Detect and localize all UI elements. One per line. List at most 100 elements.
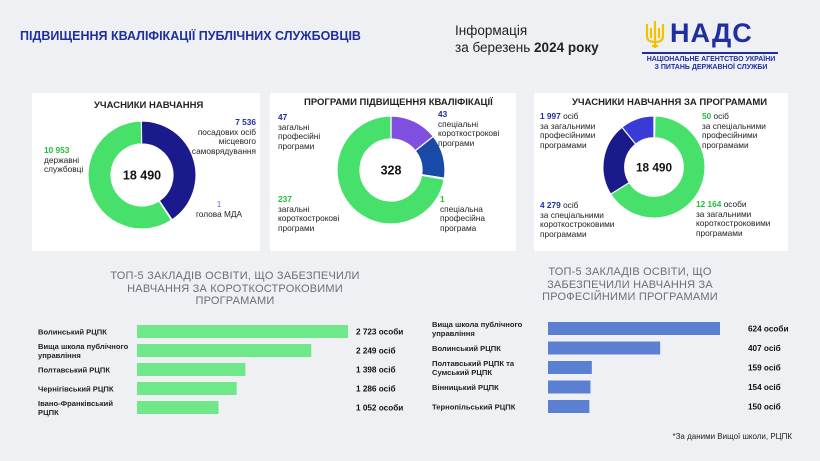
bar-value-1: 624 особи: [748, 324, 788, 334]
label-general-prof-participants-value: 1 997: [540, 111, 561, 121]
label-general-short-participants-text3: програмами: [696, 227, 743, 238]
bar-category-1: Вища школа публічного управління: [432, 320, 523, 338]
logo-subtitle-line2: З ПИТАНЬ ДЕРЖАВНОЇ СЛУЖБИ: [654, 64, 768, 71]
card-participants-by-program-title: УЧАСНИКИ НАВЧАННЯ ЗА ПРОГРАМАМИ: [572, 97, 768, 108]
label-local-officials: 7 536 посадових осіб місцевого самовряду…: [184, 117, 256, 156]
trident-icon: [645, 21, 665, 48]
card-programs-title: ПРОГРАМИ ПІДВИЩЕННЯ КВАЛІФІКАЦІЇ: [304, 97, 493, 108]
bar-chart-professional: Вища школа публічного управління 624 особи…: [432, 320, 788, 413]
bar-1: [548, 322, 720, 335]
label-special-shortterm: 43 спеціальні короткострокові програми: [438, 109, 500, 148]
label-general-shortterm: 237 загальні короткострокові програми: [278, 194, 340, 233]
label-general-professional-text2: професійні: [278, 131, 321, 141]
info-line2-prefix: за березень: [455, 40, 535, 55]
section-title-professional-line2: ЗАБЕЗПЕЧИЛИ НАВЧАННЯ ЗА: [547, 278, 713, 291]
label-general-prof-participants-text1: за загальними: [540, 120, 596, 131]
label-special-professional: 1 спеціальна професійна програма: [440, 194, 485, 233]
label-special-shortterm-text3: програми: [438, 137, 475, 148]
label-civil-servants-value: 10 953: [44, 145, 70, 155]
label-general-short-participants-text1: за загальними: [696, 208, 752, 219]
label-general-professional: 47 загальні професійні програми: [278, 112, 321, 151]
label-special-professional-text3: програма: [440, 222, 477, 233]
card-participants-title: УЧАСНИКИ НАВЧАННЯ: [94, 100, 204, 111]
bar-category-3: Полтавський РЦПК: [38, 366, 110, 375]
label-general-shortterm-text3: програми: [278, 222, 315, 233]
label-civil-servants: 10 953 державні службовці: [44, 145, 84, 175]
bar-value-4: 1 286 осіб: [356, 384, 396, 394]
label-mda-head-value: 1: [216, 199, 222, 209]
logo-divider: [642, 52, 778, 54]
donut-center-value: 18 490: [636, 160, 673, 174]
info-line2: за березень 2024 року: [455, 39, 599, 56]
label-general-professional-text3: програми: [278, 140, 315, 151]
report-period: Інформація за березень 2024 року: [455, 22, 599, 56]
bar-value-2: 407 осіб: [748, 343, 781, 353]
donut-slice-1: [610, 115, 706, 219]
label-special-shortterm-text2: короткострокові: [438, 128, 500, 138]
label-special-prof-participants: 50 осіб за спеціальними професійними про…: [702, 111, 766, 150]
label-special-short-participants-value: 4 279: [540, 200, 561, 210]
label-civil-servants-text1: державні: [44, 154, 80, 165]
label-local-officials-text3: самоврядування: [191, 145, 256, 156]
label-special-short-participants-text2: короткостроковими: [540, 219, 615, 229]
label-special-prof-participants-text1: за спеціальними: [702, 120, 766, 131]
label-general-shortterm-value: 237: [278, 194, 292, 204]
label-special-professional-value: 1: [440, 194, 445, 204]
bar-5: [548, 400, 590, 413]
label-special-short-participants-text1: за спеціальними: [540, 209, 604, 220]
bar-category-2: Вища школа публічного управління: [38, 342, 129, 360]
label-general-short-participants-text2: короткостроковими: [696, 218, 771, 228]
donut-slice-1: [336, 115, 445, 225]
label-special-prof-participants-unit: осіб: [711, 111, 729, 121]
donut-center-value: 18 490: [123, 169, 161, 183]
donut-center-value: 328: [381, 164, 402, 178]
label-general-short-participants-value: 12 164: [696, 199, 722, 209]
page-title: ПІДВИЩЕННЯ КВАЛІФІКАЦІЇ ПУБЛІЧНИХ СЛУЖБО…: [20, 29, 361, 43]
logo-text: НАДС: [670, 18, 753, 48]
bar-category-5: Тернопільський РЦПК: [432, 403, 516, 412]
label-general-short-participants: 12 164 особи за загальними короткостроко…: [696, 199, 771, 238]
bar-category-2: Волинський РЦПК: [432, 344, 501, 353]
bar-value-4: 154 осіб: [748, 382, 781, 392]
info-line2-year: 2024 року: [534, 40, 599, 55]
label-local-officials-text2: місцевого: [218, 136, 256, 146]
bar-4: [137, 382, 237, 395]
bar-2: [137, 344, 312, 357]
label-mda-head: 1 голова МДА: [182, 199, 256, 219]
label-civil-servants-text2: службовці: [44, 164, 84, 174]
section-title-shortterm: ТОП-5 ЗАКЛАДІВ ОСВІТИ, ЩО ЗАБЕЗПЕЧИЛИ НА…: [90, 270, 380, 308]
label-special-professional-text2: професійна: [440, 213, 485, 223]
label-special-prof-participants-value: 50: [702, 111, 712, 121]
label-mda-head-text: голова МДА: [195, 208, 243, 219]
card-programs: ПРОГРАМИ ПІДВИЩЕННЯ КВАЛІФІКАЦІЇ 328 47 …: [270, 93, 516, 251]
section-title-professional-line3: ПРОФЕСІЙНИМИ ПРОГРАМАМИ: [542, 291, 718, 303]
bar-value-2: 2 249 осіб: [356, 346, 396, 356]
label-special-short-participants: 4 279 осіб за спеціальними короткостроко…: [540, 200, 615, 239]
bar-value-3: 1 398 осіб: [356, 365, 396, 375]
card-participants-by-program: УЧАСНИКИ НАВЧАННЯ ЗА ПРОГРАМАМИ 18 490 1…: [534, 93, 788, 251]
bar-3: [137, 363, 246, 376]
label-special-prof-participants-text3: програмами: [702, 139, 749, 150]
bar-value-3: 159 осіб: [748, 363, 781, 373]
bar-category-4: Чернігівський РЦПК: [38, 385, 114, 394]
label-local-officials-text1: посадових осіб: [197, 126, 256, 137]
label-local-officials-value: 7 536: [235, 117, 256, 127]
bar-category-3: Полтавський РЦПК та Сумський РЦПК: [432, 359, 515, 377]
bar-category-5: Івано-Франківський РЦПК: [38, 399, 113, 417]
bar-chart-shortterm: Волинський РЦПК 2 723 особи Вища школа пуб…: [38, 325, 403, 417]
bar-value-5: 150 осіб: [748, 402, 781, 412]
donut-slice-1: [87, 120, 173, 230]
section-title-shortterm-line3: ПРОГРАМАМИ: [195, 295, 275, 307]
bar-5: [137, 401, 219, 414]
label-special-professional-text1: спеціальна: [440, 203, 483, 214]
section-title-shortterm-line1: ТОП-5 ЗАКЛАДІВ ОСВІТИ, ЩО ЗАБЕЗПЕЧИЛИ: [110, 270, 360, 282]
label-general-professional-value: 47: [278, 112, 288, 122]
bar-category-1: Волинський РЦПК: [38, 328, 107, 337]
label-general-prof-participants-unit: осіб: [560, 111, 579, 121]
label-general-shortterm-text1: загальні: [278, 203, 310, 214]
bar-value-5: 1 052 особи: [356, 403, 403, 413]
label-general-shortterm-text2: короткострокові: [278, 213, 340, 223]
donut-participants-by-program: 18 490: [602, 115, 706, 219]
label-special-short-participants-text3: програмами: [540, 228, 587, 239]
label-special-shortterm-text1: спеціальні: [438, 118, 479, 129]
